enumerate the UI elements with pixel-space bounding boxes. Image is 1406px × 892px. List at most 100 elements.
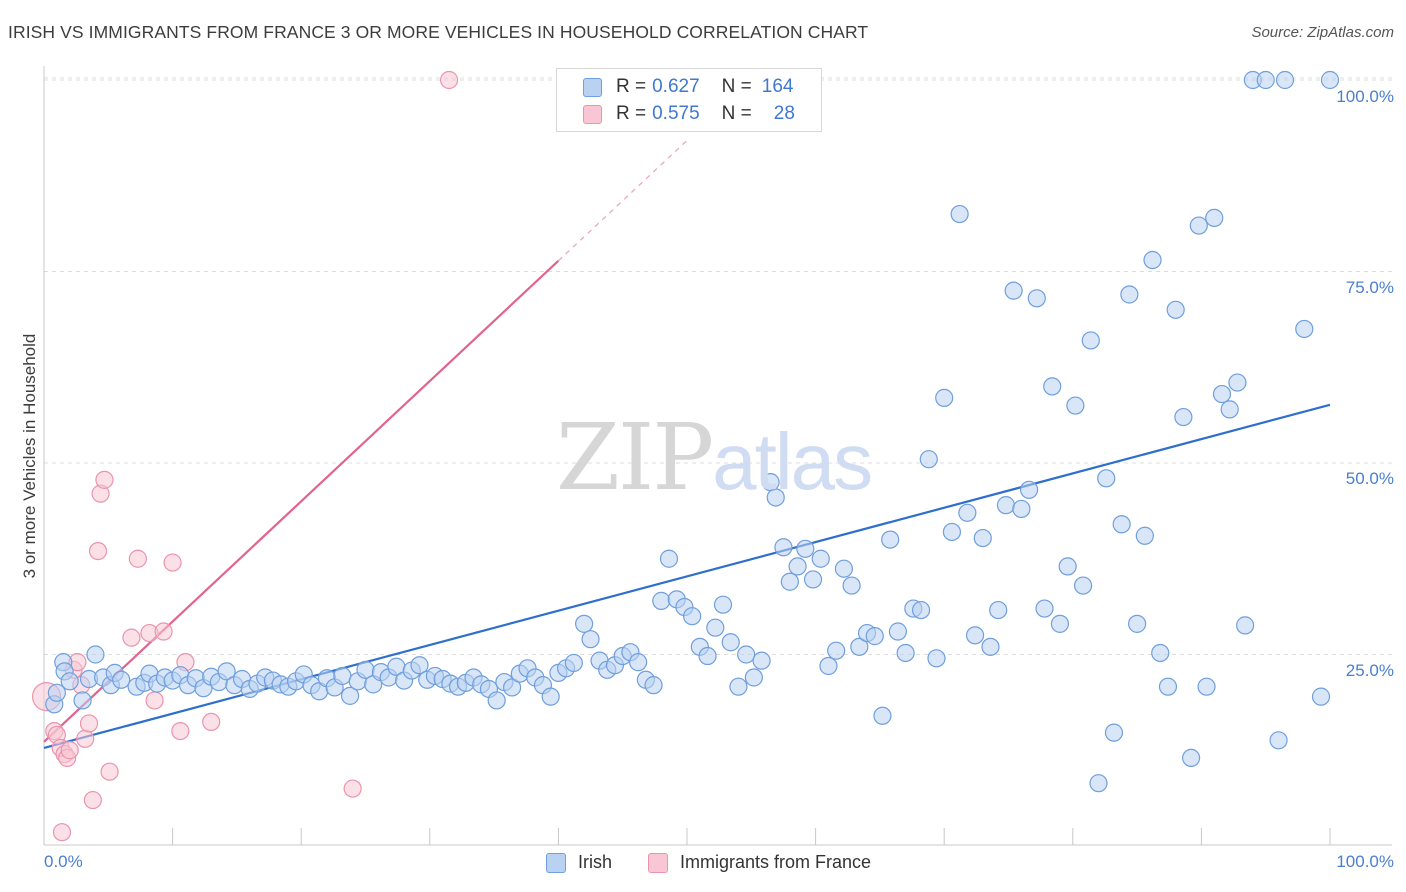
irish-point <box>721 633 740 652</box>
irish-point <box>942 522 962 542</box>
irish-point <box>1311 687 1331 706</box>
france-point <box>52 823 72 842</box>
irish-point <box>1174 407 1193 427</box>
france-points <box>31 70 459 842</box>
irish-point <box>1275 70 1295 90</box>
irish-point <box>541 687 560 706</box>
irish-point <box>1182 748 1201 768</box>
irish-swatch-icon <box>583 77 602 97</box>
irish-point <box>1027 289 1046 308</box>
irish-point <box>729 677 748 696</box>
irish-point <box>981 637 1000 656</box>
irish-point <box>1089 774 1108 793</box>
france-point <box>439 70 459 90</box>
irish-point <box>1004 281 1023 300</box>
axes <box>43 66 1392 846</box>
source-label: Source: ZipAtlas.com <box>1251 24 1394 41</box>
irish-point <box>919 450 938 469</box>
legend-item-irish[interactable]: Irish <box>546 852 612 873</box>
y-axis-label: 3 or more Vehicles in Household <box>20 333 39 579</box>
france-point <box>128 549 147 568</box>
y-tick-label-25: 25.0% <box>1345 661 1394 680</box>
legend-label-france: Immigrants from France <box>680 852 872 872</box>
irish-point <box>842 576 861 595</box>
france-r-label: R = <box>616 103 647 124</box>
irish-n-label: N = <box>721 76 752 97</box>
france-point <box>202 712 221 732</box>
irish-point <box>652 591 671 610</box>
irish-point <box>766 488 785 507</box>
france-point <box>163 553 182 572</box>
irish-point <box>1189 216 1208 235</box>
france-trend-extension <box>557 140 688 262</box>
irish-point <box>1197 677 1216 696</box>
irish-point <box>575 614 594 633</box>
irish-point <box>1120 285 1139 304</box>
legend-row-france: R = 0.575 N = 28 <box>557 101 795 127</box>
irish-point <box>1166 300 1185 319</box>
france-point <box>76 729 95 748</box>
irish-point <box>1073 576 1093 595</box>
legend-row-irish: R = 0.627 N = 164 <box>557 74 793 100</box>
irish-point <box>873 706 892 725</box>
irish-point <box>1066 396 1085 415</box>
irish-point <box>1256 70 1275 90</box>
irish-point <box>1127 614 1147 633</box>
france-r-value: 0.575 <box>652 103 700 124</box>
irish-point <box>819 656 838 676</box>
irish-point <box>1151 643 1170 663</box>
irish-point <box>340 686 360 705</box>
france-point <box>95 470 114 489</box>
france-point <box>122 628 141 647</box>
irish-n-value: 164 <box>761 76 794 97</box>
france-point <box>83 790 102 810</box>
france-point <box>154 622 173 641</box>
irish-point <box>1143 250 1162 270</box>
irish-point <box>1019 480 1039 499</box>
irish-point <box>989 600 1008 620</box>
france-swatch-icon <box>583 104 602 124</box>
irish-point <box>911 600 931 620</box>
irish-point <box>1205 208 1224 227</box>
irish-point <box>1236 616 1255 635</box>
irish-legend-icon <box>546 852 566 873</box>
irish-r-label: R = <box>616 76 647 97</box>
france-n-value: 28 <box>773 103 795 124</box>
irish-point <box>1035 599 1054 618</box>
irish-point <box>503 678 522 697</box>
irish-point <box>1104 723 1124 742</box>
irish-point <box>683 607 702 626</box>
irish-point <box>1295 319 1314 339</box>
irish-point <box>737 645 756 664</box>
irish-point <box>788 557 807 576</box>
irish-point <box>881 530 900 549</box>
irish-point <box>927 649 946 668</box>
irish-point <box>850 637 869 656</box>
irish-point <box>1058 557 1077 576</box>
irish-point <box>965 626 985 645</box>
irish-point <box>698 646 717 666</box>
irish-point <box>86 645 105 664</box>
france-point <box>88 541 108 561</box>
irish-point <box>973 528 992 548</box>
irish-point <box>1228 373 1247 392</box>
irish-point <box>803 570 823 589</box>
irish-point <box>896 643 915 663</box>
y-tick-label-50: 50.0% <box>1345 469 1394 488</box>
irish-point <box>834 559 853 578</box>
france-n-label: N = <box>721 103 752 124</box>
france-point <box>171 721 190 741</box>
legend-label-irish: Irish <box>578 852 613 872</box>
irish-point <box>744 668 763 687</box>
irish-point <box>112 670 131 689</box>
irish-point <box>1135 526 1154 545</box>
legend-item-france[interactable]: Immigrants from France <box>648 852 871 873</box>
irish-point <box>950 204 969 224</box>
irish-point <box>713 595 733 614</box>
irish-point <box>659 549 679 568</box>
irish-point <box>1320 70 1340 90</box>
irish-point <box>1081 331 1100 350</box>
france-point <box>60 741 79 760</box>
chart-title: IRISH VS IMMIGRANTS FROM FRANCE 3 OR MOR… <box>8 22 869 42</box>
irish-point <box>333 666 352 686</box>
